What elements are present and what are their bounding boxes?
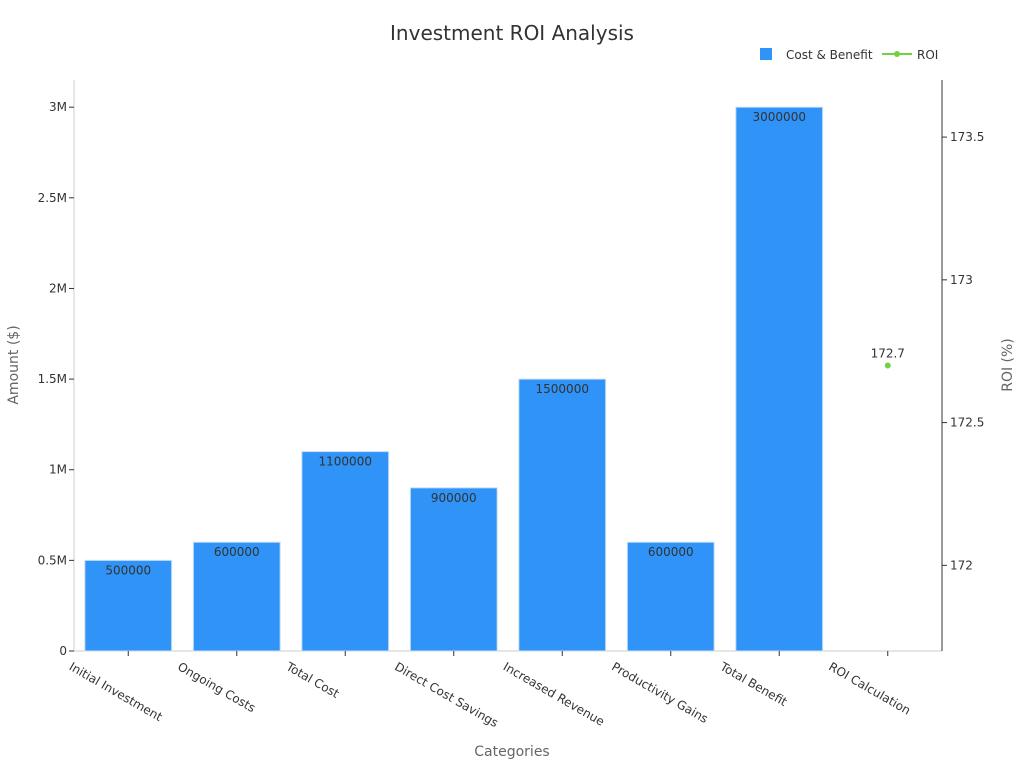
bar bbox=[518, 378, 607, 652]
bar-value-label: 1100000 bbox=[319, 455, 372, 469]
y-tick-label: 1M bbox=[49, 463, 67, 477]
bar bbox=[735, 106, 824, 652]
chart-title: Investment ROI Analysis bbox=[390, 21, 634, 45]
bar-value-label: 3000000 bbox=[753, 110, 806, 124]
legend-swatch-bars bbox=[760, 48, 772, 60]
x-tick-label: Productivity Gains bbox=[609, 659, 710, 726]
legend-label-bars: Cost & Benefit bbox=[786, 48, 873, 62]
y-tick-label: 2M bbox=[49, 281, 67, 295]
bars bbox=[84, 106, 824, 652]
bar bbox=[409, 487, 498, 652]
y2-tick-label: 172 bbox=[950, 558, 973, 572]
bar bbox=[301, 451, 390, 652]
y2-tick-label: 172.5 bbox=[950, 416, 984, 430]
y-tick-label: 1.5M bbox=[38, 372, 67, 386]
x-axis-title: Categories bbox=[474, 744, 549, 760]
x-tick-label: Direct Cost Savings bbox=[392, 659, 500, 730]
y2-tick-label: 173 bbox=[950, 273, 973, 287]
y2-axis-title: ROI (%) bbox=[1000, 338, 1016, 392]
bar-labels: 500000 600000 1100000 900000 1500000 600000 30… bbox=[105, 110, 806, 577]
legend-marker-roi bbox=[894, 51, 900, 57]
bar bbox=[84, 559, 173, 652]
y-tick-label: 0.5M bbox=[38, 553, 67, 567]
bar-value-label: 600000 bbox=[648, 545, 694, 559]
y-tick-label: 0 bbox=[59, 644, 67, 658]
x-tick-label: Increased Revenue bbox=[501, 659, 607, 728]
y-axis-title: Amount ($) bbox=[6, 325, 22, 404]
y2-tick-label: 173.5 bbox=[950, 130, 984, 144]
bar-value-label: 500000 bbox=[105, 563, 151, 577]
roi-point bbox=[884, 362, 891, 369]
x-axis-ticks: Initial Investment Ongoing Costs Total Cos… bbox=[67, 651, 913, 730]
bar-value-label: 600000 bbox=[214, 545, 260, 559]
left-axis-ticks: 0 0.5M 1M 1.5M 2M 2.5M 3M bbox=[38, 100, 74, 658]
bar-value-label: 1500000 bbox=[536, 382, 589, 396]
x-tick-label: Total Benefit bbox=[717, 659, 790, 709]
bar bbox=[192, 541, 281, 652]
x-tick-label: Total Cost bbox=[283, 659, 342, 701]
y-tick-label: 2.5M bbox=[38, 191, 67, 205]
x-tick-label: Ongoing Costs bbox=[175, 659, 258, 715]
roi-value-label: 172.7 bbox=[871, 347, 905, 361]
roi-series: 172.7 bbox=[871, 347, 905, 369]
x-tick-label: ROI Calculation bbox=[826, 659, 913, 717]
legend: Cost & Benefit ROI bbox=[760, 48, 938, 62]
legend-label-roi: ROI bbox=[917, 48, 938, 62]
bar bbox=[626, 541, 715, 652]
x-tick-label: Initial Investment bbox=[67, 659, 165, 724]
bar-value-label: 900000 bbox=[431, 491, 477, 505]
right-axis-ticks: 172 172.5 173 173.5 bbox=[942, 130, 984, 572]
y-tick-label: 3M bbox=[49, 100, 67, 114]
